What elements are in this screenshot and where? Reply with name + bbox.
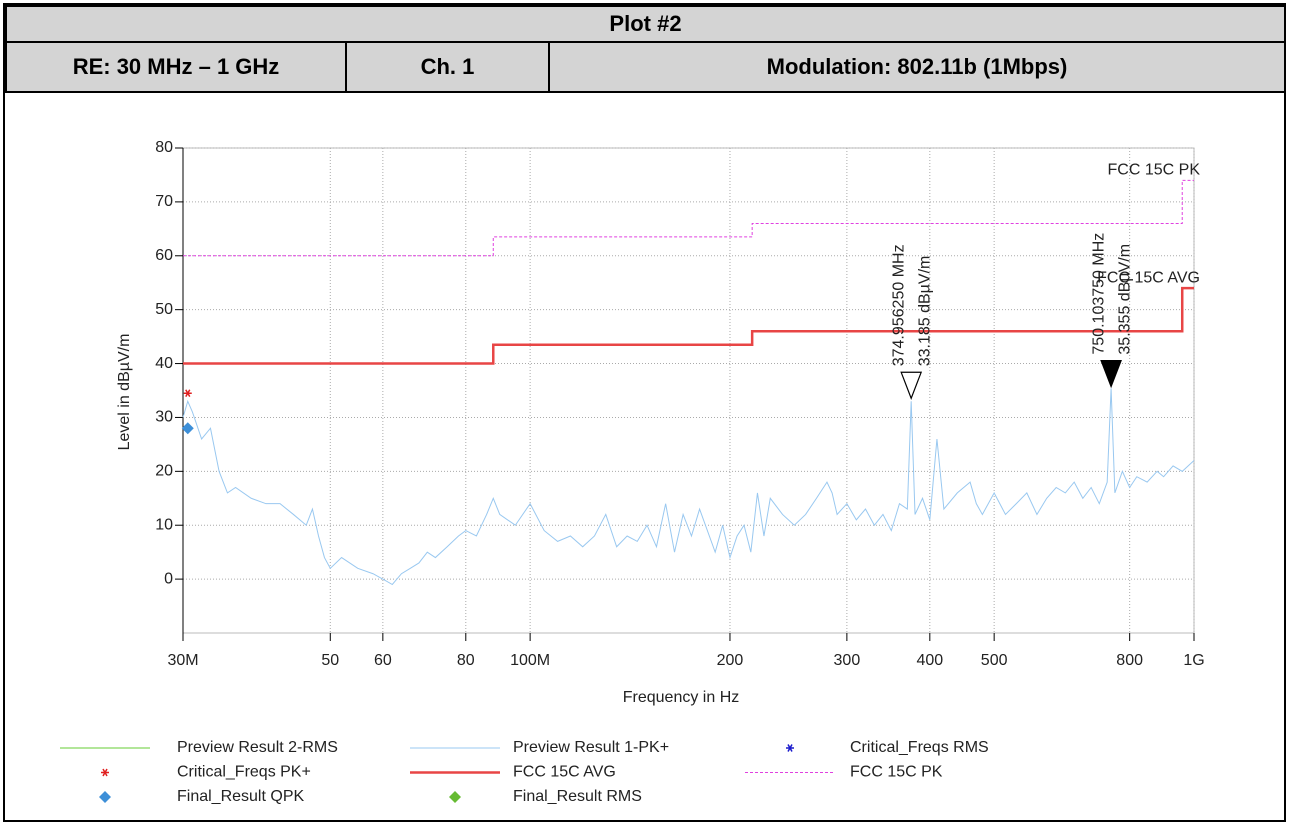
x-tick-label: 300 (834, 652, 861, 669)
legend-label: Final_Result RMS (513, 788, 642, 805)
x-tick-label: 80 (457, 652, 475, 669)
x-tick-label: 60 (374, 652, 392, 669)
x-tick-label: 400 (916, 652, 943, 669)
series-line (183, 179, 1194, 257)
frame (3, 3, 1286, 822)
marker-level: 33.185 dBµV/m (916, 256, 933, 367)
series-line (183, 286, 1194, 365)
modulation-cell: Modulation: 802.11b (1Mbps) (548, 41, 1286, 93)
legend-label: Final_Result QPK (177, 788, 304, 805)
x-axis-label: Frequency in Hz (623, 689, 740, 706)
marker-triangle (900, 371, 923, 400)
x-tick-label: 800 (1116, 652, 1143, 669)
y-tick-label: 0 (164, 570, 173, 587)
legend-label: Preview Result 2-RMS (177, 739, 338, 756)
marker-freq: 750.103750 MHz (1090, 233, 1107, 355)
x-tick-label: 50 (321, 652, 339, 669)
y-tick-label: 60 (155, 247, 173, 264)
y-tick-label: 30 (155, 409, 173, 426)
marker-level: 35.355 dBµV/m (1116, 244, 1133, 355)
x-tick-label: 30M (167, 652, 198, 669)
legend-label: Critical_Freqs RMS (850, 739, 989, 756)
legend-swatch (786, 744, 794, 752)
legend-label: Critical_Freqs PK+ (177, 764, 311, 781)
y-tick-label: 20 (155, 463, 173, 480)
y-tick-label: 70 (155, 193, 173, 210)
legend-label: FCC 15C AVG (513, 764, 616, 781)
marker-triangle (1100, 359, 1122, 389)
legend-swatch (101, 768, 109, 777)
limit-label: FCC 15C AVG (1097, 269, 1200, 286)
x-tick-label: 1G (1183, 652, 1204, 669)
x-tick-label: 500 (981, 652, 1008, 669)
legend-swatch (99, 791, 111, 803)
y-tick-label: 80 (155, 139, 173, 156)
legend-label: Preview Result 1-PK+ (513, 739, 669, 756)
legend-swatch (449, 791, 461, 803)
series-line (182, 388, 1195, 586)
y-tick-label: 40 (155, 355, 173, 372)
y-axis-label: Level in dBµV/m (116, 334, 133, 451)
channel-cell: Ch. 1 (345, 41, 550, 93)
x-tick-label: 200 (717, 652, 744, 669)
range-cell: RE: 30 MHz – 1 GHz (5, 41, 347, 93)
marker-freq: 374.956250 MHz (890, 244, 907, 366)
data-point (183, 389, 192, 398)
y-tick-label: 10 (155, 516, 173, 533)
y-tick-label: 50 (155, 301, 173, 318)
plot-area (182, 147, 1195, 634)
limit-label: FCC 15C PK (1108, 162, 1201, 179)
legend-label: FCC 15C PK (850, 764, 943, 781)
data-point (181, 422, 194, 435)
x-tick-label: 100M (510, 652, 550, 669)
